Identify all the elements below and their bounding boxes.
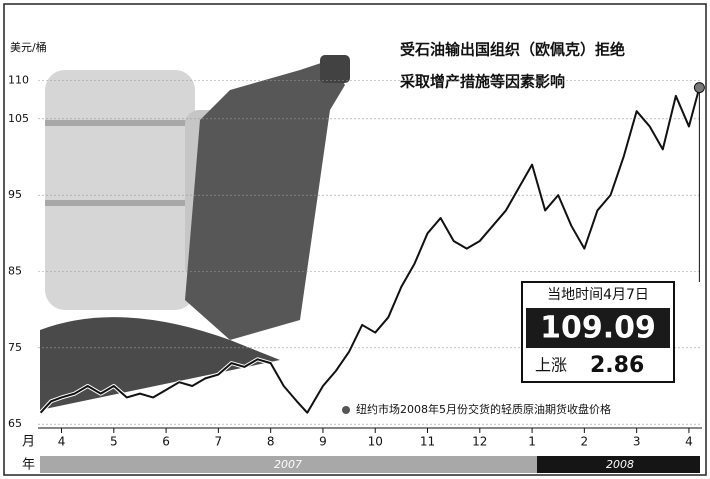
callout: 当地时间4月7日 109.09 上涨 2.86: [521, 281, 675, 383]
callout-change: 2.86: [590, 353, 644, 378]
x-tick-label: 11: [420, 435, 435, 449]
callout-date: 当地时间4月7日: [547, 287, 649, 303]
legend-text: 纽约市场2008年5月份交货的轻质原油期货收盘价格: [356, 402, 611, 416]
y-tick-label: 85: [8, 264, 22, 277]
x-axis-label: 月: [22, 435, 35, 450]
y-tick-label: 75: [8, 341, 22, 354]
x-tick-label: 2: [581, 435, 589, 449]
x-tick-label: 3: [633, 435, 641, 449]
x-tick-label: 7: [215, 435, 223, 449]
x-tick-label: 8: [267, 435, 275, 449]
x-tick-label: 9: [319, 435, 327, 449]
callout-change-label: 上涨: [535, 356, 567, 375]
y-tick-label: 95: [8, 188, 22, 201]
y-tick-label: 105: [8, 112, 29, 125]
end-point: [693, 82, 705, 94]
year-label: 2008: [606, 458, 634, 471]
legend-marker: [342, 406, 350, 414]
chart-subtitle: 采取增产措施等因素影响: [399, 73, 565, 91]
year-axis-label: 年: [22, 458, 35, 473]
year-band: [537, 456, 700, 473]
x-tick-label: 1: [528, 435, 536, 449]
price-line: [39, 87, 701, 414]
y-tick-label: 110: [8, 74, 29, 87]
callout-value-bg: [526, 308, 670, 348]
year-band: [40, 456, 537, 473]
x-tick-label: 5: [110, 435, 118, 449]
chart-title: 受石油输出国组织（欧佩克）拒绝: [400, 41, 625, 59]
x-tick-label: 4: [58, 435, 66, 449]
y-axis-label: 美元/桶: [10, 40, 47, 54]
x-tick-label: 12: [472, 435, 487, 449]
x-tick-label: 10: [368, 435, 383, 449]
x-tick-label: 6: [162, 435, 170, 449]
photo-decoration: [40, 55, 350, 410]
y-tick-label: 65: [8, 417, 22, 430]
callout-value: 109.09: [540, 311, 656, 346]
x-tick-label: 4: [685, 435, 693, 449]
year-label: 2007: [274, 458, 302, 471]
